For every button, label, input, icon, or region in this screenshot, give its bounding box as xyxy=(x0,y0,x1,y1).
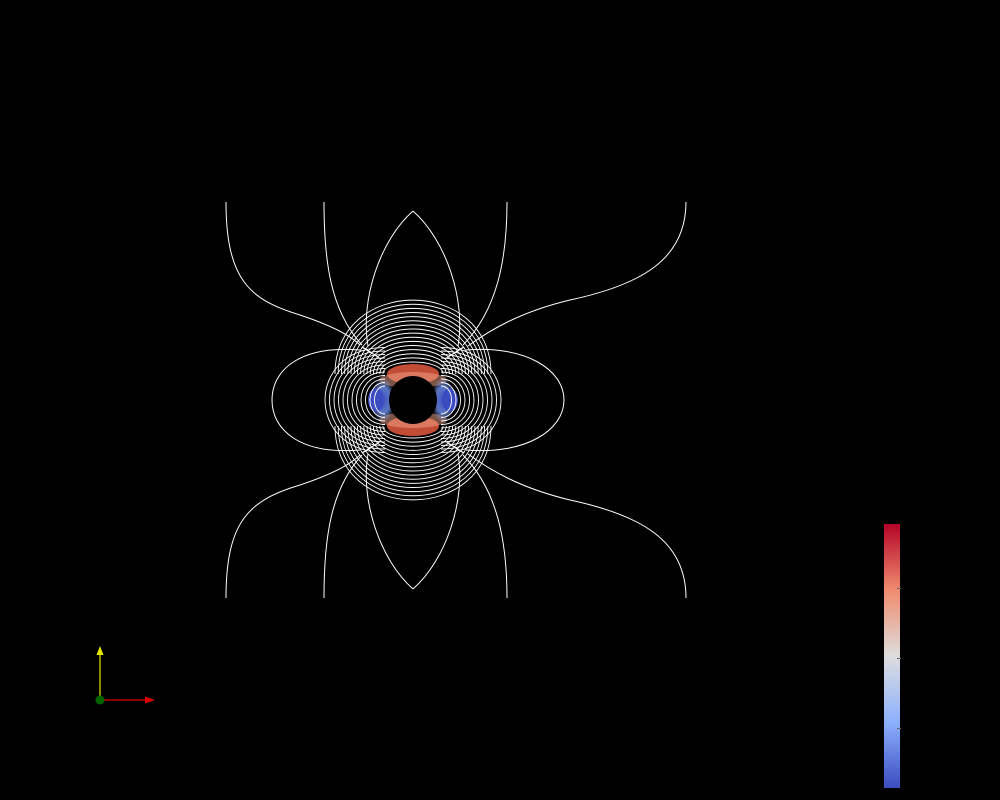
colorbar-tick xyxy=(897,728,901,729)
orientation-axes xyxy=(95,646,155,705)
colorbar-tick xyxy=(897,588,901,589)
color-legend-bar[interactable] xyxy=(884,524,900,788)
z-axis-dot xyxy=(95,695,105,705)
central-hole xyxy=(389,376,437,424)
contour-rings xyxy=(324,299,502,501)
colorbar-tick xyxy=(897,658,901,659)
x-axis-arrowhead xyxy=(145,696,155,704)
y-axis-arrowhead xyxy=(96,646,104,655)
contour-lines xyxy=(225,201,687,599)
